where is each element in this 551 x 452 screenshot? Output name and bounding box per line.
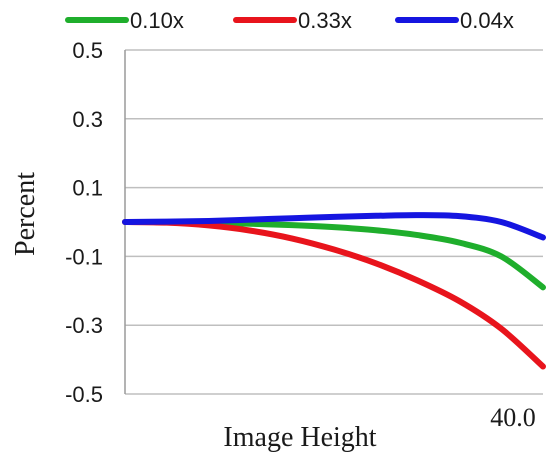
y-tick-label: 0.5 [72,38,103,63]
y-tick-label: 0.1 [72,176,103,201]
y-tick-label: -0.3 [65,313,103,338]
legend-entry: 0.33x [298,8,352,33]
y-tick-labels: 0.5 0.3 0.1 -0.1 -0.3 -0.5 [65,38,103,407]
series-lines [122,212,546,370]
x-tick-label: 40.0 [490,403,536,432]
y-tick-label: 0.3 [72,107,103,132]
x-axis-label: Image Height [223,422,376,452]
legend-entry: 0.04x [460,8,514,33]
legend-entry: 0.10x [130,8,184,33]
y-axis-label: Percent [10,172,41,256]
series-line-0.04x [122,212,546,241]
y-tick-label: -0.1 [65,244,103,269]
y-tick-label: -0.5 [65,382,103,407]
series-line-0.10x [122,218,546,291]
legend: 0.10x 0.33x 0.04x [65,8,514,33]
grid [125,49,543,395]
x-tick-labels: 40.0 [490,403,536,432]
series-line-0.33x [122,219,546,370]
